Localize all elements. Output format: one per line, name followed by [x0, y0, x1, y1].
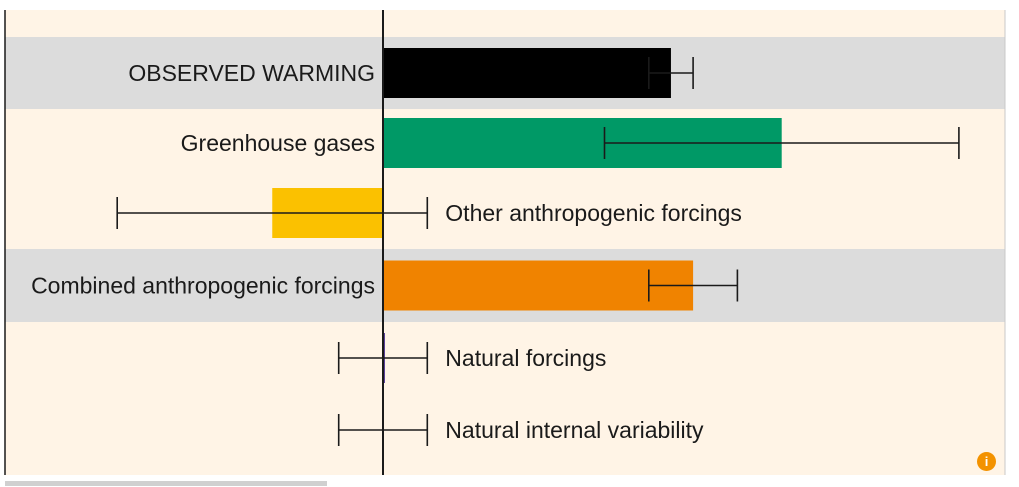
category-label: Natural forcings — [445, 345, 606, 371]
info-icon[interactable]: i — [977, 452, 996, 471]
category-label: Natural internal variability — [445, 417, 704, 443]
category-label: Combined anthropogenic forcings — [31, 273, 375, 299]
bar — [383, 48, 671, 98]
category-label: Greenhouse gases — [181, 130, 375, 156]
category-label: OBSERVED WARMING — [128, 60, 375, 86]
bar — [383, 260, 694, 311]
scrollbar[interactable] — [5, 481, 327, 486]
category-label: Other anthropogenic forcings — [445, 200, 742, 226]
